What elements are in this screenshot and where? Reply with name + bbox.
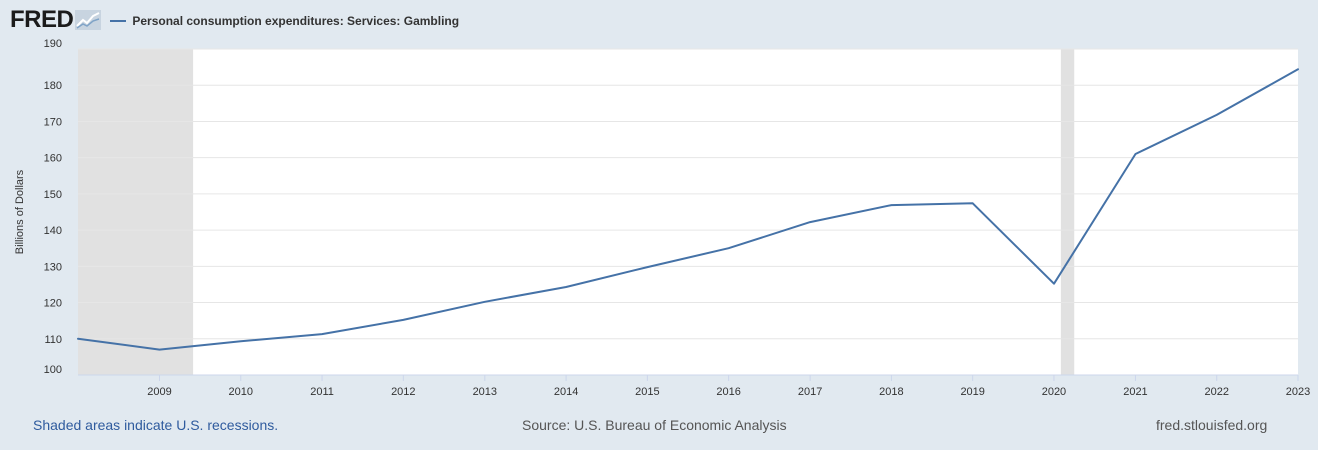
y-tick-label: 190 (44, 38, 62, 50)
x-tick-label: 2017 (798, 386, 822, 398)
x-tick-label: 2015 (635, 386, 659, 398)
x-tick-label: 2021 (1123, 386, 1147, 398)
x-tick-label: 2020 (1042, 386, 1066, 398)
y-tick-label: 180 (44, 80, 62, 92)
x-tick-label: 2010 (229, 386, 253, 398)
x-tick-label: 2019 (960, 386, 984, 398)
y-tick-label: 120 (44, 298, 62, 310)
y-axis-label: Billions of Dollars (14, 169, 26, 254)
legend-label: Personal consumption expenditures: Servi… (132, 14, 460, 28)
recession-band (78, 49, 194, 375)
fred-graph-icon (75, 10, 102, 30)
x-tick-label: 2011 (310, 386, 334, 398)
x-tick-label: 2012 (391, 386, 415, 398)
series-layer (77, 68, 1299, 351)
fred-url[interactable]: fred.stlouisfed.org (1156, 417, 1268, 433)
recession-note-link[interactable]: Shaded areas indicate U.S. recessions. (33, 417, 279, 433)
fred-logo[interactable]: FRED (10, 6, 102, 34)
y-tick-label: 140 (44, 225, 62, 237)
fred-logo-text: FRED (10, 6, 74, 33)
plot-background (78, 49, 1298, 375)
x-tick-label: 2016 (716, 386, 740, 398)
chart-header: FRED Personal consumption expenditures: … (10, 6, 459, 34)
y-tick-label: 110 (44, 334, 62, 346)
x-tick-label: 2013 (473, 386, 497, 398)
x-tick-label: 2009 (147, 386, 171, 398)
series-line (77, 68, 1299, 351)
y-tick-label: 100 (44, 364, 62, 376)
recession-shading (78, 49, 1075, 375)
legend[interactable]: Personal consumption expenditures: Servi… (110, 14, 459, 28)
recession-band (1060, 49, 1075, 375)
x-tick-label: 2018 (879, 386, 903, 398)
y-tick-label: 150 (44, 189, 62, 201)
y-tick-label: 170 (44, 116, 62, 128)
x-tick-label: 2014 (554, 386, 578, 398)
x-ticks: 2009 2010 2011 2012 2013 2014 2015 2016 2017 2018… (78, 374, 1310, 398)
y-tick-labels: 100 110 120 130 140 150 160 170 180 190 (44, 38, 62, 376)
x-tick-label: 2023 (1286, 386, 1310, 398)
y-tick-label: 130 (44, 261, 62, 273)
x-tick-label: 2022 (1204, 386, 1228, 398)
y-tick-label: 160 (44, 153, 62, 165)
source-text: Source: U.S. Bureau of Economic Analysis (522, 417, 787, 433)
legend-swatch (110, 20, 127, 22)
